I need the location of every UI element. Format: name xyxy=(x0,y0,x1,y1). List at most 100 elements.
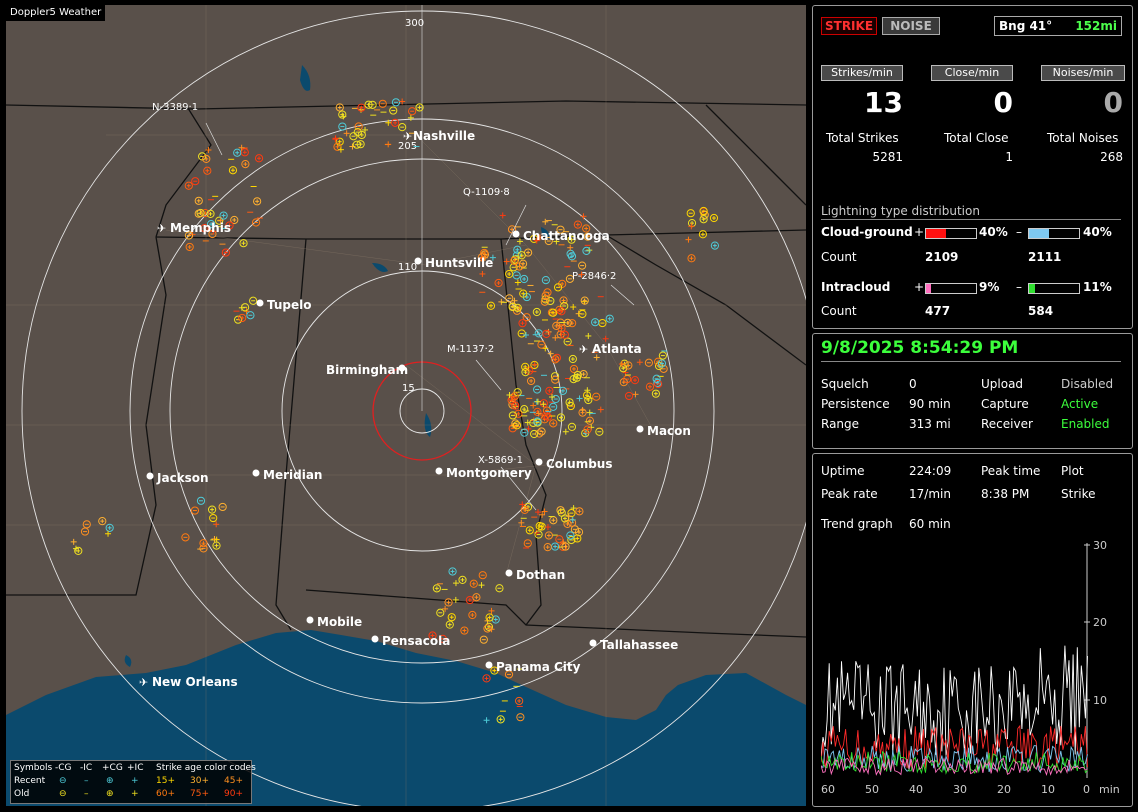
strike-marker xyxy=(546,296,555,306)
strike-marker xyxy=(569,364,579,374)
pos-cg-recent-icon: ⊕ xyxy=(106,776,114,786)
strike-marker xyxy=(574,528,584,537)
ic-negative-percent: 11% xyxy=(1083,280,1112,294)
city-tupelo: Tupelo xyxy=(256,298,312,312)
storm-tracks xyxy=(205,122,635,511)
close-per-min-header[interactable]: Close/min xyxy=(931,65,1013,81)
storm-tag: P-2846·2 xyxy=(572,271,616,282)
legend-recent-label: Recent xyxy=(14,776,46,786)
strike-marker xyxy=(553,283,563,292)
strike-marker xyxy=(583,232,592,241)
y-tick-label: 30 xyxy=(1093,539,1107,552)
strike-marker xyxy=(514,409,523,418)
strike-marker xyxy=(504,670,514,679)
strike-marker xyxy=(230,215,239,225)
noises-per-min-header[interactable]: Noises/min xyxy=(1041,65,1125,81)
strike-marker xyxy=(542,329,551,339)
ic-count-label: Count xyxy=(821,304,857,318)
strike-marker xyxy=(579,370,588,379)
strike-marker xyxy=(654,379,663,389)
legend-age: 30+ xyxy=(190,776,209,786)
strike-marker xyxy=(436,608,445,617)
neg-cg-recent-icon: ⊖ xyxy=(59,776,67,786)
trend-graph: 30 20 10 60 50 40 30 20 10 0 min xyxy=(821,539,1120,796)
strike-marker xyxy=(557,324,566,333)
trend-graph-value[interactable]: 60 min xyxy=(909,517,951,531)
y-tick-label: 10 xyxy=(1093,694,1107,707)
strike-marker xyxy=(544,236,553,246)
strike-marker xyxy=(567,422,577,431)
peak-rate-label: Peak rate xyxy=(821,487,878,501)
legend-age: 45+ xyxy=(224,776,243,786)
plot-value[interactable]: Strike xyxy=(1061,487,1096,501)
strike-marker xyxy=(357,130,366,140)
strike-marker xyxy=(578,309,587,319)
strike-marker xyxy=(185,242,194,252)
strike-marker xyxy=(460,626,469,635)
strike-marker xyxy=(565,398,574,407)
strike-marker xyxy=(338,122,347,131)
strike-mode-button[interactable]: STRIKE xyxy=(821,17,877,35)
status-panel: 9/8/2025 8:54:29 PM Squelch 0 Persistenc… xyxy=(812,333,1133,449)
strike-marker xyxy=(573,220,582,229)
trend-line xyxy=(821,745,1088,774)
strike-marker xyxy=(254,154,264,163)
city-macon: Macon xyxy=(636,424,691,438)
trend-line xyxy=(821,750,1088,775)
city-labels: ✈ Nashville ✈ Memphis Chattanooga Huntsvil… xyxy=(139,129,691,689)
strike-marker xyxy=(515,262,524,271)
lake xyxy=(300,65,311,91)
strike-marker xyxy=(578,408,587,417)
strike-marker xyxy=(709,213,719,223)
lightning-map[interactable]: 300 205 110 15 N-3389·1 Q-1109·8 P-2846·… xyxy=(6,5,806,806)
strikes-per-min-value: 13 xyxy=(864,86,903,119)
strike-marker xyxy=(428,631,437,640)
squelch-value: 0 xyxy=(909,377,917,391)
strike-marker xyxy=(444,598,453,607)
strike-marker xyxy=(578,261,587,270)
svg-text:Mobile: Mobile xyxy=(317,615,362,629)
range-label: 205 xyxy=(398,141,417,152)
strike-marker xyxy=(659,364,668,373)
lake xyxy=(124,655,132,667)
trend-series xyxy=(821,645,1088,776)
strike-marker xyxy=(246,311,255,320)
strike-marker xyxy=(249,296,258,305)
strike-stats-panel: STRIKE NOISE Bng 41° 152mi Strikes/min C… xyxy=(812,5,1133,329)
strike-marker xyxy=(364,100,373,109)
svg-text:✈: ✈ xyxy=(579,343,588,356)
svg-text:Meridian: Meridian xyxy=(263,468,322,482)
strike-marker xyxy=(511,401,520,410)
strike-marker xyxy=(540,297,549,306)
strike-marker xyxy=(575,507,584,516)
strike-marker xyxy=(98,517,107,526)
strikes-per-min-header[interactable]: Strikes/min xyxy=(821,65,903,81)
strike-marker xyxy=(458,575,467,584)
noise-mode-button[interactable]: NOISE xyxy=(882,17,940,35)
storm-tag: N-3389·1 xyxy=(152,102,198,113)
strike-marker xyxy=(479,635,488,644)
trend-line xyxy=(821,724,1088,769)
cg-negative-sign: – xyxy=(1016,225,1022,239)
capture-label: Capture xyxy=(981,397,1029,411)
svg-text:New Orleans: New Orleans xyxy=(152,675,238,689)
strike-marker xyxy=(565,274,575,283)
capture-value: Active xyxy=(1061,397,1099,411)
cg-positive-sign: + xyxy=(914,225,925,239)
cg-negative-count: 2111 xyxy=(1028,250,1062,264)
strike-marker xyxy=(652,374,661,383)
strike-marker xyxy=(356,140,365,149)
strike-marker xyxy=(545,386,554,395)
storm-tag: Q-1109·8 xyxy=(463,187,510,198)
strike-marker xyxy=(533,385,542,394)
strike-marker xyxy=(239,239,248,248)
pos-ic-old-icon: + xyxy=(131,789,139,799)
strike-marker xyxy=(520,405,529,414)
strike-marker xyxy=(496,715,505,724)
noises-per-min-value: 0 xyxy=(1103,86,1123,119)
strike-marker xyxy=(469,579,478,588)
strike-marker xyxy=(505,269,514,279)
strike-marker xyxy=(415,103,424,112)
range-labels: 300 205 110 15 xyxy=(398,18,424,394)
neg-ic-recent-icon: – xyxy=(84,776,89,786)
